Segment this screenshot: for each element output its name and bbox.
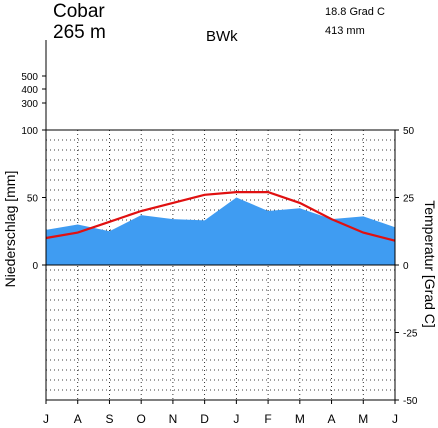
x-tick-label: A: [74, 412, 82, 426]
grid-layer: [46, 130, 395, 400]
x-tick-label: S: [105, 412, 113, 426]
y-upper-tick-label: 400: [21, 85, 38, 96]
x-tick-label: F: [264, 412, 271, 426]
x-tick-label: D: [200, 412, 209, 426]
y2-tick-label: 0: [403, 261, 409, 272]
station-name: Cobar: [53, 1, 105, 22]
x-tick-label: J: [43, 412, 49, 426]
y-left-tick-label: 50: [27, 194, 39, 205]
y-left-tick-label: 100: [21, 126, 38, 137]
y2-tick-label: 50: [403, 126, 415, 137]
y2-tick-label: -25: [403, 329, 418, 340]
x-tick-label: M: [358, 412, 368, 426]
x-tick-label: A: [328, 412, 336, 426]
y2-tick-label: -50: [403, 396, 418, 407]
y-upper-tick-label: 300: [21, 99, 38, 110]
temperature-line: [45, 191, 396, 242]
y-left-tick-label: 0: [32, 261, 38, 272]
x-tick-label: O: [137, 412, 146, 426]
x-tick-label: J: [392, 412, 398, 426]
y-axis-label: Niederschlag [mm]: [2, 171, 18, 288]
x-tick-label: M: [295, 412, 305, 426]
mean-temperature: 18.8 Grad C: [325, 6, 385, 18]
axes-layer: [42, 40, 399, 404]
annual-precipitation: 413 mm: [325, 25, 365, 37]
x-tick-label: N: [169, 412, 178, 426]
y2-axis-label: Temperatur [Grad C]: [422, 200, 438, 328]
precipitation-area: [46, 197, 395, 265]
climate-class: BWk: [206, 28, 238, 45]
y-upper-tick-label: 500: [21, 72, 38, 83]
x-tick-label: J: [233, 412, 239, 426]
y2-tick-label: 25: [403, 194, 415, 205]
station-elevation: 265 m: [53, 22, 106, 43]
